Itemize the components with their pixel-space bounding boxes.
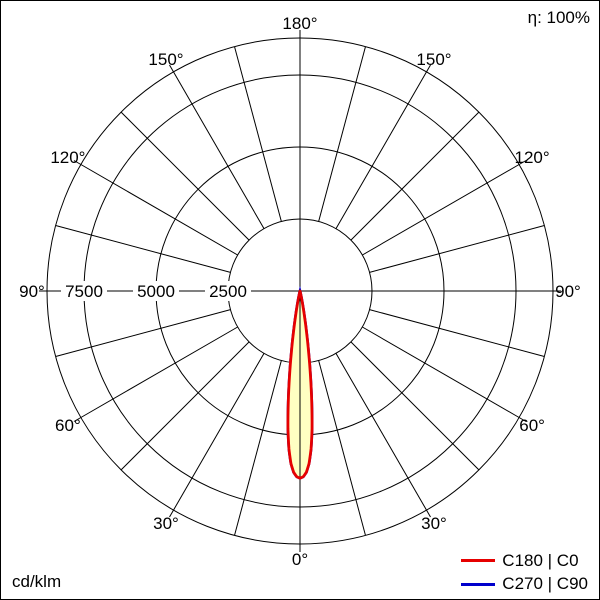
- angle-label-90-left: 90°: [19, 282, 45, 301]
- angle-label-150-right: 150°: [416, 50, 451, 69]
- spoke-225: [120, 111, 250, 241]
- angle-label-150-left: 150°: [148, 50, 183, 69]
- efficiency-label: η: 100%: [527, 8, 590, 27]
- c180-c0-legend-line: [461, 559, 496, 563]
- spoke-315: [120, 341, 250, 471]
- spoke-300: [80, 326, 238, 418]
- spoke-210: [173, 71, 265, 229]
- spoke-15: [318, 360, 366, 536]
- spoke-345: [234, 360, 282, 536]
- angle-label-60-right: 60°: [519, 416, 545, 435]
- spoke-195: [234, 46, 282, 222]
- tick-240: [73, 160, 82, 165]
- angle-label-120-left: 120°: [50, 148, 85, 167]
- c180-c0-legend-label: C180 | C0: [502, 550, 579, 570]
- unit-label: cd/klm: [12, 572, 62, 591]
- angle-label-0: 0°: [292, 550, 308, 569]
- spoke-165: [318, 46, 366, 222]
- angle-label-30-right: 30°: [421, 514, 447, 533]
- spoke-45: [350, 341, 480, 471]
- angle-label-120-right: 120°: [515, 148, 550, 167]
- tick-120: [518, 160, 527, 165]
- angle-label-30-left: 30°: [153, 514, 179, 533]
- spoke-255: [55, 225, 231, 273]
- tick-60: [518, 417, 527, 422]
- spoke-330: [173, 353, 265, 511]
- legend: C180 | C0 C270 | C90: [461, 550, 588, 594]
- legend-item-c270-c90: C270 | C90: [461, 575, 588, 594]
- spoke-240: [80, 164, 238, 256]
- spoke-30: [335, 353, 427, 511]
- ring-label-7500: 7500: [65, 282, 103, 301]
- ring-label-bg-7500: [61, 281, 107, 301]
- tick-210: [169, 64, 174, 73]
- spoke-150: [335, 71, 427, 229]
- c270-c90-legend-label: C270 | C90: [502, 574, 588, 594]
- spoke-285: [55, 309, 231, 357]
- spoke-60: [362, 326, 520, 418]
- ring-label-2500: 2500: [209, 282, 247, 301]
- spoke-120: [362, 164, 520, 256]
- ring-label-5000: 5000: [137, 282, 175, 301]
- tick-330: [169, 509, 174, 518]
- spoke-135: [350, 111, 480, 241]
- legend-item-c180-c0: C180 | C0: [461, 550, 579, 571]
- tick-30: [426, 509, 431, 518]
- spoke-75: [369, 309, 545, 357]
- spoke-105: [369, 225, 545, 273]
- angle-label-180: 180°: [282, 14, 317, 33]
- tick-300: [73, 417, 82, 422]
- c270-c90-legend-line: [461, 583, 496, 587]
- angle-label-90-right: 90°: [555, 282, 581, 301]
- ring-label-bg-5000: [133, 281, 179, 301]
- tick-150: [426, 64, 431, 73]
- ring-label-bg-2500: [205, 281, 251, 301]
- angle-label-60-left: 60°: [55, 416, 81, 435]
- c180-c0-curve: [286, 289, 314, 480]
